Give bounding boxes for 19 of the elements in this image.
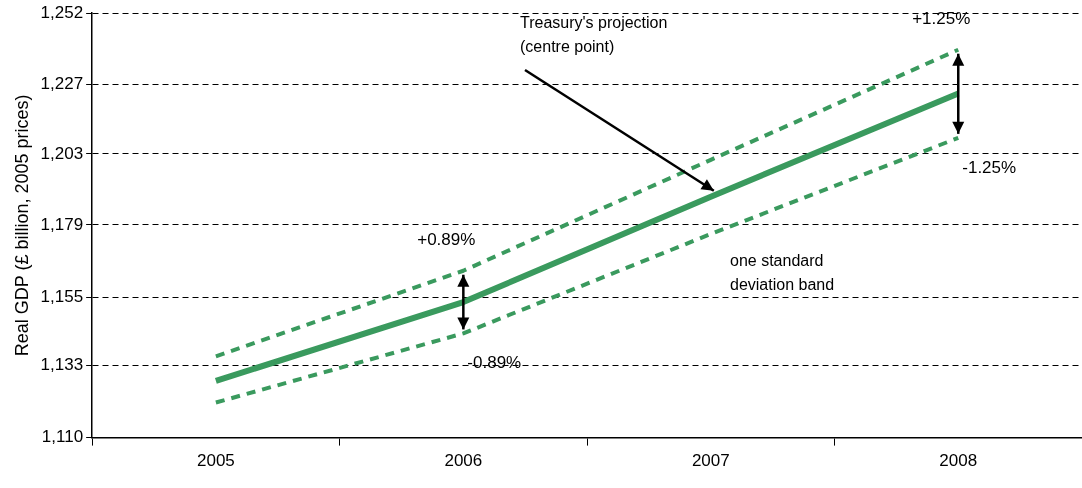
annotation: -1.25% — [962, 157, 1017, 177]
y-tick-label: 1,110 — [41, 427, 84, 447]
y-tick-label: 1,133 — [40, 354, 84, 374]
annotation: Treasury's projection (centre point) — [520, 14, 668, 56]
annotation: +0.89% — [417, 230, 476, 250]
line-series — [213, 135, 961, 405]
y-tick-label: 1,203 — [40, 143, 84, 163]
annotation: +1.25% — [912, 9, 971, 29]
y-tick-label: 1,155 — [40, 287, 84, 307]
y-tick-label: 1,252 — [40, 2, 84, 22]
y-axis-title: Real GDP (£ billion, 2005 prices) — [11, 94, 32, 357]
annotation: one standard deviation band — [730, 252, 835, 294]
x-tick-label: 2008 — [939, 451, 978, 471]
y-tick-label: 1,227 — [40, 74, 84, 93]
x-tick-label: 2006 — [444, 451, 483, 471]
y-tick-label: 1,179 — [40, 214, 84, 234]
x-tick-label: 2007 — [691, 451, 730, 471]
x-tick-label: 2005 — [196, 451, 235, 471]
annotation: -0.89% — [467, 353, 522, 373]
